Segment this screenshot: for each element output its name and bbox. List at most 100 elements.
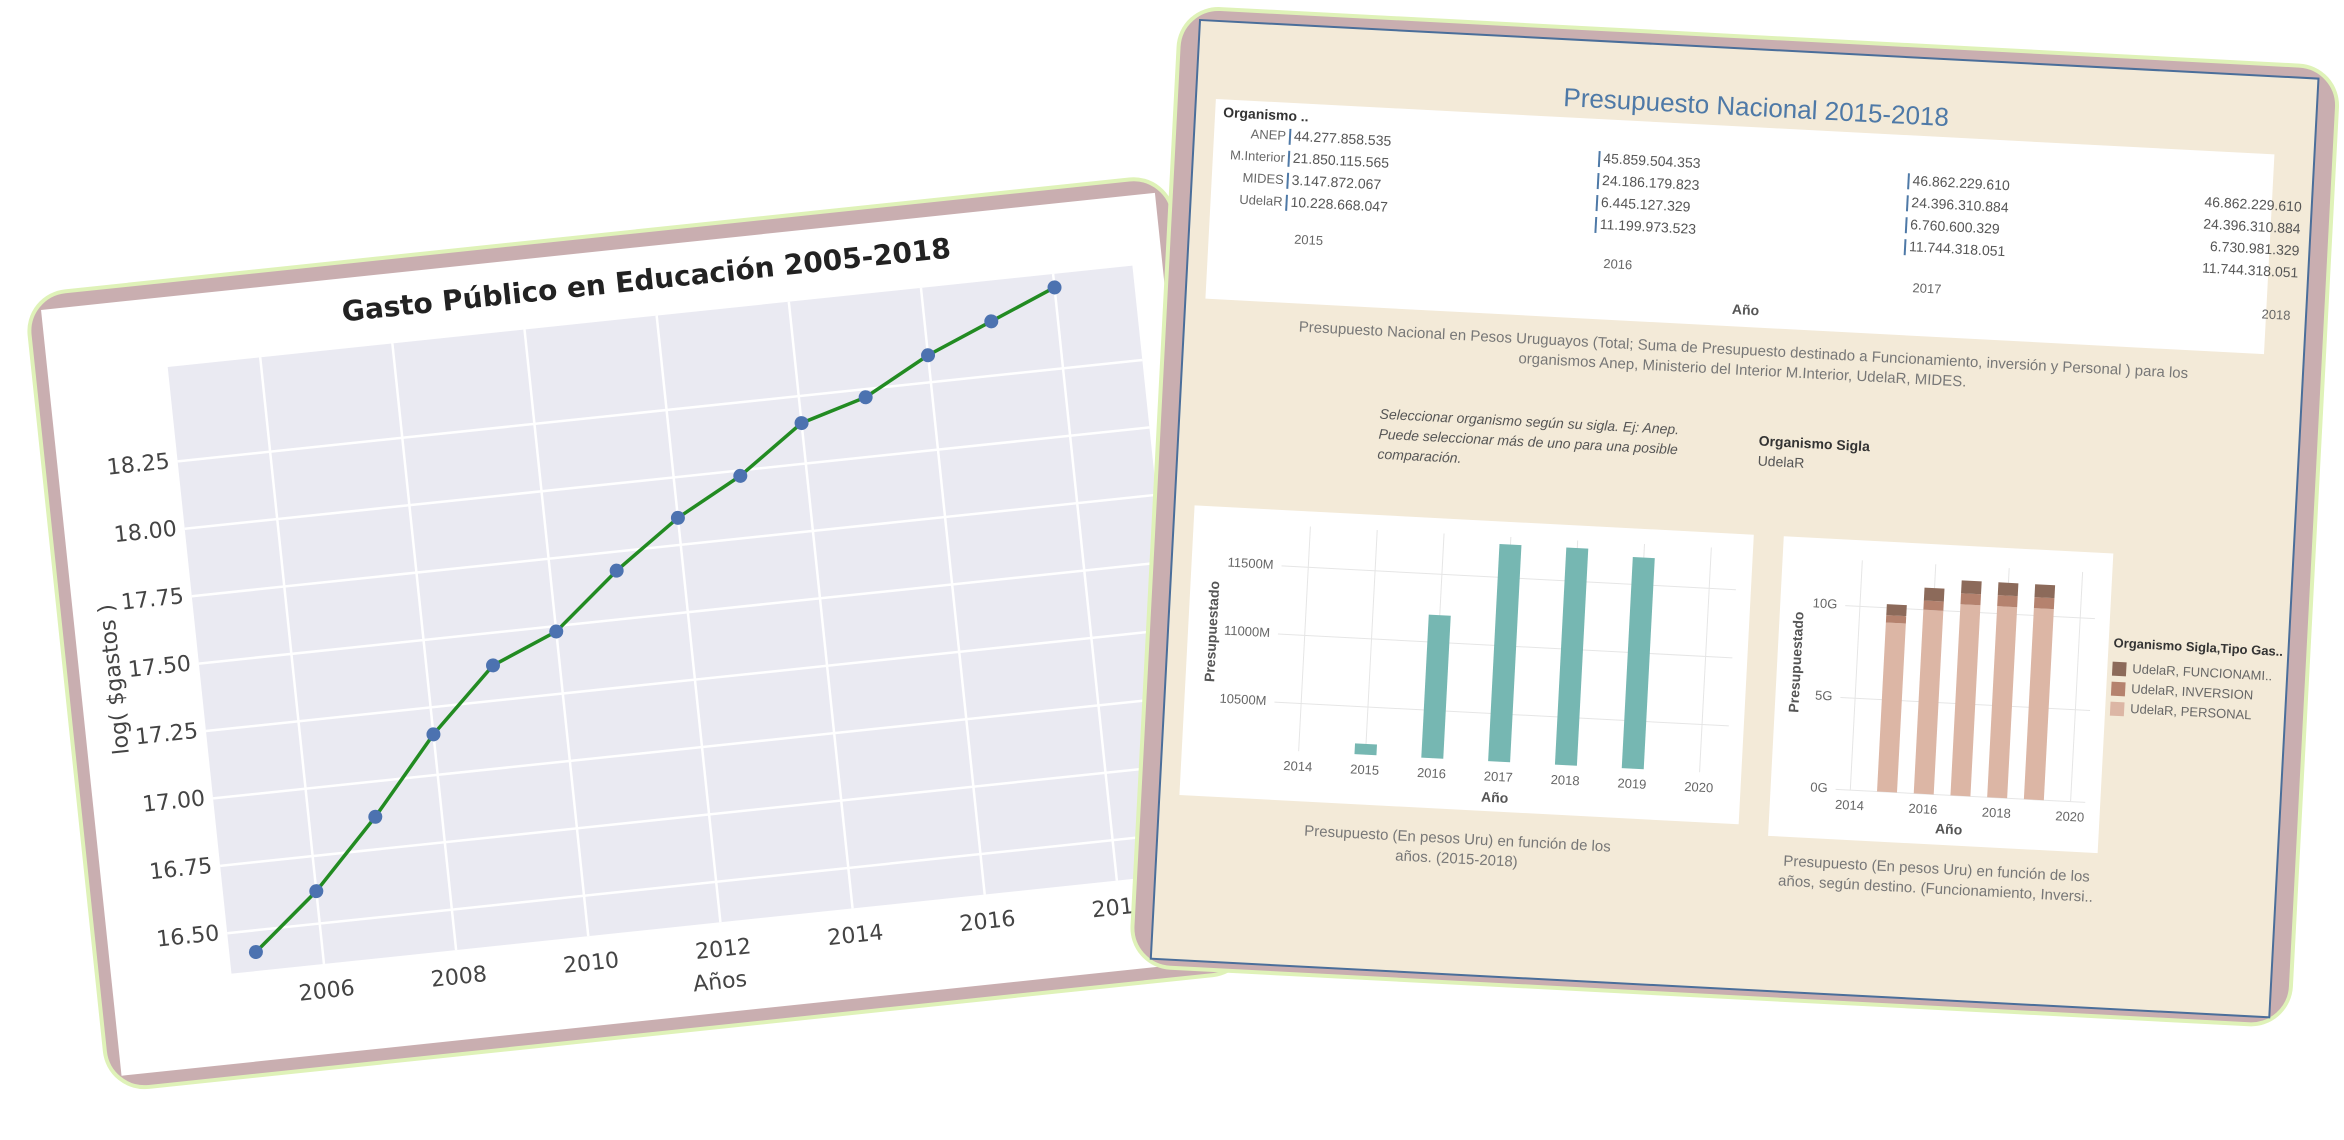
bar bbox=[1621, 557, 1655, 770]
grid-line bbox=[212, 695, 1178, 800]
x-tick-label: 2017 bbox=[1483, 768, 1513, 784]
bar-segment bbox=[1923, 587, 1945, 602]
line-card: Gasto Público en Educación 2005-2018 Año… bbox=[27, 177, 1251, 1090]
table-cell: 6.730.981.329 bbox=[2210, 238, 2300, 259]
grid-line bbox=[227, 830, 1193, 935]
legend-label: UdelaR, INVERSION bbox=[2131, 681, 2254, 702]
grid-line bbox=[205, 628, 1171, 733]
grid-line bbox=[1849, 560, 1863, 791]
grid-line bbox=[220, 763, 1185, 868]
column-label: 2017 bbox=[1912, 280, 1942, 296]
x-tick-label: 2006 bbox=[298, 976, 356, 1007]
x-tick-label: 2020 bbox=[1684, 779, 1714, 795]
table-header: Organismo .. bbox=[1223, 104, 1309, 124]
x-axis-label: Año bbox=[1935, 820, 1963, 837]
table-cell: 3.147.872.067 bbox=[1291, 172, 1381, 193]
grid-line bbox=[2070, 571, 2084, 802]
marker bbox=[426, 727, 441, 742]
marker bbox=[794, 416, 809, 431]
bar-segment bbox=[1961, 580, 1982, 595]
table: ANEP 44.277.858.535 45.859.504.353 46.862.2… bbox=[1230, 126, 2303, 323]
x-tick-label: 2008 bbox=[430, 962, 488, 993]
table-cell: 10.228.668.047 bbox=[1290, 194, 1388, 215]
grid-line bbox=[655, 315, 722, 923]
filter-label: Organismo Sigla bbox=[1758, 433, 1870, 455]
y-tick-label: 10G bbox=[1812, 595, 1837, 611]
y-axis-label: Presupuestado bbox=[1201, 581, 1222, 683]
x-tick-label: 2015 bbox=[1350, 761, 1380, 777]
table-cell: 24.186.179.823 bbox=[1602, 172, 1700, 193]
bar bbox=[1421, 614, 1451, 759]
table-cell: 46.862.229.610 bbox=[2204, 194, 2302, 215]
row-divider bbox=[1907, 173, 1910, 190]
marker bbox=[921, 348, 936, 363]
column-label: 2016 bbox=[1603, 256, 1633, 272]
grid-line bbox=[787, 301, 854, 909]
y-tick-label: 0G bbox=[1810, 779, 1828, 795]
row-divider bbox=[1595, 194, 1599, 212]
column-label: 2018 bbox=[2261, 306, 2291, 322]
row-label: ANEP bbox=[1250, 126, 1286, 143]
table-cell: 45.859.504.353 bbox=[1603, 150, 1701, 171]
marker bbox=[733, 468, 748, 483]
grid-line bbox=[258, 357, 326, 965]
row-divider bbox=[1905, 195, 1909, 212]
table-cell: 11.744.318.051 bbox=[2202, 260, 2299, 281]
grid-line bbox=[184, 426, 1150, 531]
y-tick-label: 5G bbox=[1815, 688, 1833, 704]
bar-segment bbox=[1886, 604, 1907, 617]
line bbox=[254, 285, 1056, 954]
y-tick-label: 11000M bbox=[1224, 623, 1271, 640]
table-cell: 24.396.310.884 bbox=[2203, 216, 2301, 237]
legend-label: UdelaR, FUNCIONAMI.. bbox=[2132, 661, 2273, 683]
grid-line bbox=[391, 343, 458, 951]
legend-swatch bbox=[2110, 681, 2126, 697]
bar-segment bbox=[1997, 595, 2018, 608]
column-label: 2015 bbox=[1294, 232, 1324, 248]
row-divider bbox=[1594, 216, 1598, 234]
marker bbox=[248, 945, 263, 960]
row-divider bbox=[1287, 150, 1291, 167]
marker bbox=[549, 624, 564, 639]
x-tick-label: 2014 bbox=[826, 920, 884, 951]
marker bbox=[368, 809, 383, 824]
instruction: comparación. bbox=[1377, 446, 1462, 466]
grid-line bbox=[177, 358, 1143, 463]
grid-line bbox=[191, 493, 1157, 598]
bar-segment bbox=[1997, 582, 2019, 597]
x-tick-label: 2010 bbox=[562, 948, 620, 979]
bar-segment bbox=[1913, 609, 1944, 795]
table-panel bbox=[1205, 98, 2275, 355]
y-tick-label: 10500M bbox=[1219, 691, 1267, 708]
x-tick-label: 2014 bbox=[1283, 758, 1313, 774]
grid-line bbox=[1051, 273, 1119, 881]
bar bbox=[1554, 547, 1589, 766]
table-cell: 24.396.310.884 bbox=[1911, 194, 2009, 215]
row-label: UdelaR bbox=[1239, 192, 1283, 209]
grid-line bbox=[198, 560, 1164, 665]
grid-line bbox=[1699, 547, 1712, 773]
plot-area bbox=[167, 265, 1197, 974]
bar-segment bbox=[2023, 608, 2054, 801]
marker bbox=[670, 510, 685, 525]
y-tick-label: 11500M bbox=[1227, 555, 1274, 572]
dashboard-card: Presupuesto Nacional 2015-2018 Organismo… bbox=[1130, 7, 2340, 1027]
x-tick-label: 2014 bbox=[1835, 797, 1865, 813]
x-tick-label: 2016 bbox=[1417, 765, 1447, 781]
table-axis-label: Año bbox=[1732, 301, 1760, 318]
bar bbox=[1488, 543, 1522, 763]
marker bbox=[486, 658, 501, 673]
row-divider bbox=[1288, 128, 1292, 145]
bar-segment bbox=[2033, 597, 2055, 610]
row-divider bbox=[1285, 194, 1288, 211]
bar-panel bbox=[1179, 505, 1754, 825]
marker bbox=[858, 390, 873, 405]
x-tick-label: 2020 bbox=[2055, 808, 2085, 824]
bar-segment bbox=[2034, 584, 2056, 599]
marker bbox=[309, 884, 324, 899]
bar-segment bbox=[1987, 606, 2018, 799]
x-tick-label: 2019 bbox=[1617, 775, 1647, 791]
bar-segment bbox=[1885, 615, 1907, 624]
